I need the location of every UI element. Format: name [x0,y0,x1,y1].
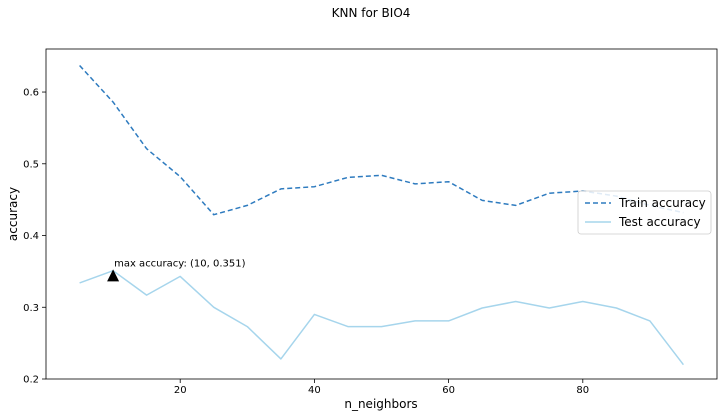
y-axis: 0.2 0.3 0.4 0.5 0.6 [23,88,46,386]
legend-label-test: Test accuracy [618,215,701,229]
legend-label-train: Train accuracy [618,196,706,210]
test-accuracy-line [79,269,684,366]
x-tick-label: 40 [308,385,321,396]
annotation: max accuracy: (10, 0.351) [107,259,246,282]
x-axis: 20 40 60 80 [174,379,589,396]
legend-box [577,190,712,235]
chart-title: KNN for BIO4 [332,6,411,20]
y-tick-label: 0.4 [23,231,39,242]
y-tick-label: 0.5 [23,159,39,170]
plot-frame [45,48,718,380]
x-tick-label: 20 [174,385,187,396]
x-axis-label: n_neighbors [344,397,417,411]
legend: Train accuracy Test accuracy [577,190,712,235]
max-accuracy-label: max accuracy: (10, 0.351) [114,259,246,270]
y-tick-label: 0.2 [23,375,39,386]
x-tick-label: 60 [442,385,455,396]
x-tick-label: 80 [576,385,589,396]
y-axis-label: accuracy [6,187,20,241]
max-accuracy-marker [107,269,120,282]
y-tick-label: 0.6 [23,88,39,99]
y-tick-label: 0.3 [23,303,39,314]
